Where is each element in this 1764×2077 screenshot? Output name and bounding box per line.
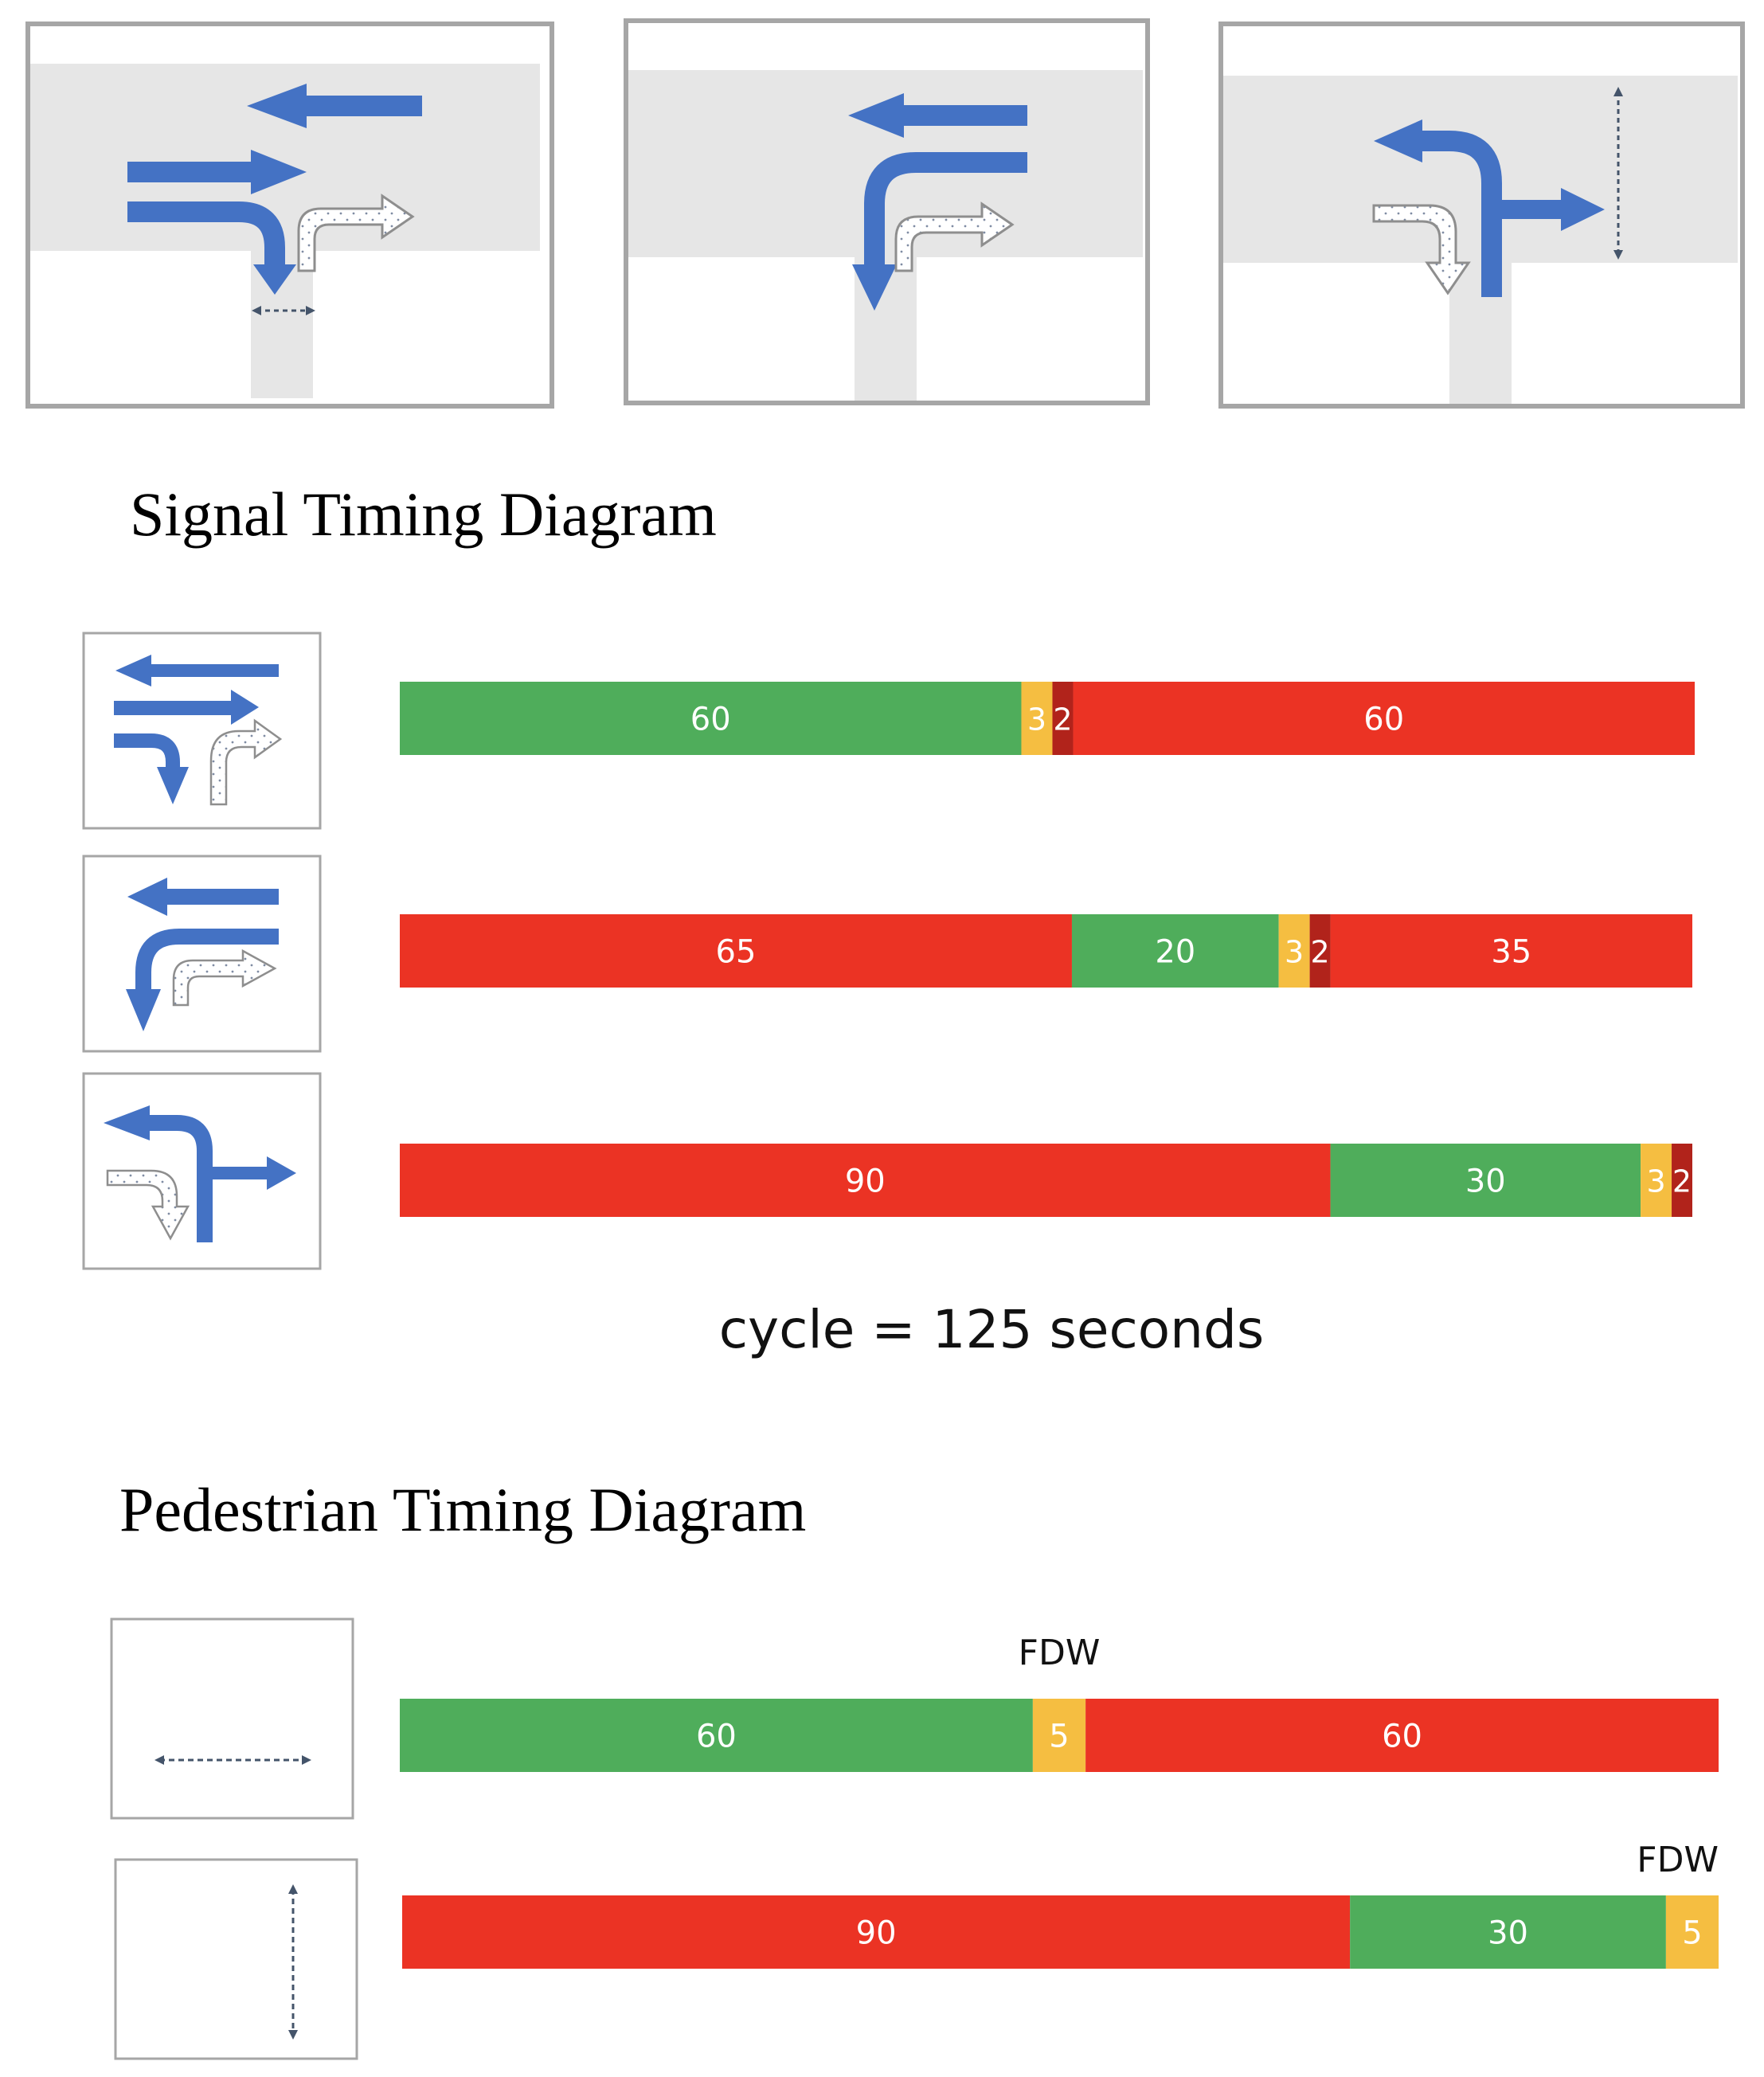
yellow-interval-label: 3 xyxy=(1646,1164,1665,1199)
green-interval-bar xyxy=(400,1699,1033,1772)
westbound-through-arrow-icon xyxy=(247,84,422,128)
green-interval-bar xyxy=(400,682,1022,755)
pedestrian-timing-title: Pedestrian Timing Diagram xyxy=(119,1475,806,1544)
dotted-turn-arrow-icon xyxy=(106,1169,190,1241)
red-interval-label: 90 xyxy=(845,1163,886,1199)
all-red-interval-bar xyxy=(1309,914,1331,988)
signal-phase-3-icon-box xyxy=(82,1072,322,1270)
pedestrian-timing-bars: 60 5 60 FDW 90 30 5 FDW xyxy=(400,1633,1719,1969)
yellow-interval-bar xyxy=(1278,914,1310,988)
red-interval-label: 60 xyxy=(1382,1718,1422,1754)
all-red-interval-label: 2 xyxy=(1310,934,1329,969)
red-interval-bar xyxy=(400,1144,1331,1217)
green-interval-bar xyxy=(1350,1895,1666,1969)
green-interval-label: 20 xyxy=(1155,933,1195,970)
green-interval-bar xyxy=(1071,914,1279,988)
westbound-through-arrow-icon xyxy=(115,655,279,686)
all-red-interval-label: 2 xyxy=(1672,1164,1692,1199)
dotted-turn-arrow-icon xyxy=(209,718,283,806)
green-interval-label: 30 xyxy=(1465,1163,1506,1199)
dotted-turn-arrow-icon xyxy=(297,194,415,272)
yellow-interval-label: 5 xyxy=(1682,1915,1702,1951)
red-interval-label: 60 xyxy=(1363,701,1404,737)
northbound-right-turn-arrow-icon xyxy=(1497,188,1605,231)
all-red-interval-bar xyxy=(1052,682,1074,755)
green-interval-label: 60 xyxy=(690,701,731,737)
pedestrian-phase-1-bar: 60 5 60 xyxy=(400,1699,1719,1772)
phase-3-intersection xyxy=(1218,22,1745,409)
pedestrian-phase-2-icon-box xyxy=(114,1858,358,2060)
eastbound-right-turn-arrow-icon xyxy=(127,201,296,295)
green-interval-bar xyxy=(1330,1144,1641,1217)
phase-3-side-road xyxy=(1449,263,1512,404)
yellow-interval-bar xyxy=(1641,1144,1672,1217)
westbound-left-turn-arrow-icon xyxy=(126,929,279,1031)
eastbound-right-turn-arrow-icon xyxy=(114,733,189,804)
green-interval-label: 60 xyxy=(696,1718,737,1754)
green-interval-label: 30 xyxy=(1488,1915,1528,1951)
phase-2-intersection xyxy=(624,18,1150,405)
all-red-interval-label: 2 xyxy=(1053,702,1072,737)
northbound-left-turn-arrow-icon xyxy=(104,1105,213,1242)
red-interval-bar xyxy=(1073,682,1695,755)
red-interval-label: 90 xyxy=(856,1915,897,1951)
eastbound-through-arrow-icon xyxy=(114,690,259,725)
yellow-interval-bar xyxy=(1665,1895,1719,1969)
signal-phase-2-bar: 65 20 3 2 35 xyxy=(400,914,1692,988)
pedestrian-phase-1-icon-box xyxy=(110,1617,354,1820)
signal-phase-1-icon-box xyxy=(82,632,322,830)
eastbound-through-arrow-icon xyxy=(127,150,307,194)
northbound-left-turn-arrow-icon xyxy=(1374,119,1502,297)
signal-phase-1-bar: 60 3 2 60 xyxy=(400,682,1695,755)
dotted-turn-arrow-icon xyxy=(1372,204,1471,295)
phase-1-intersection xyxy=(25,22,554,409)
yellow-interval-label: 3 xyxy=(1027,702,1046,737)
yellow-interval-bar xyxy=(1021,682,1053,755)
dotted-turn-arrow-icon xyxy=(894,201,1015,272)
westbound-through-arrow-icon xyxy=(848,93,1027,138)
yellow-interval-label: 5 xyxy=(1049,1718,1069,1754)
cycle-length-label: cycle = 125 seconds xyxy=(719,1299,1265,1360)
westbound-through-arrow-icon xyxy=(127,878,279,916)
red-interval-bar xyxy=(1085,1699,1719,1772)
yellow-interval-label: 3 xyxy=(1285,934,1304,969)
red-interval-bar xyxy=(402,1895,1351,1969)
signal-timing-title: Signal Timing Diagram xyxy=(130,479,717,549)
westbound-left-turn-arrow-icon xyxy=(852,152,1027,311)
red-interval-bar xyxy=(1330,914,1692,988)
flashing-dont-walk-annotation: FDW xyxy=(1019,1633,1101,1673)
red-interval-bar xyxy=(400,914,1072,988)
northbound-right-turn-arrow-icon xyxy=(211,1156,296,1190)
yellow-interval-bar xyxy=(1032,1699,1086,1772)
red-interval-label: 35 xyxy=(1491,933,1531,970)
red-interval-label: 65 xyxy=(716,933,757,970)
flashing-dont-walk-annotation: FDW xyxy=(1637,1840,1719,1880)
signal-phase-2-icon-box xyxy=(82,855,322,1053)
pedestrian-phase-2-bar: 90 30 5 xyxy=(402,1895,1719,1969)
signal-phase-3-bar: 90 30 3 2 xyxy=(400,1144,1692,1217)
all-red-interval-bar xyxy=(1672,1144,1692,1217)
dotted-turn-arrow-icon xyxy=(172,949,277,1007)
